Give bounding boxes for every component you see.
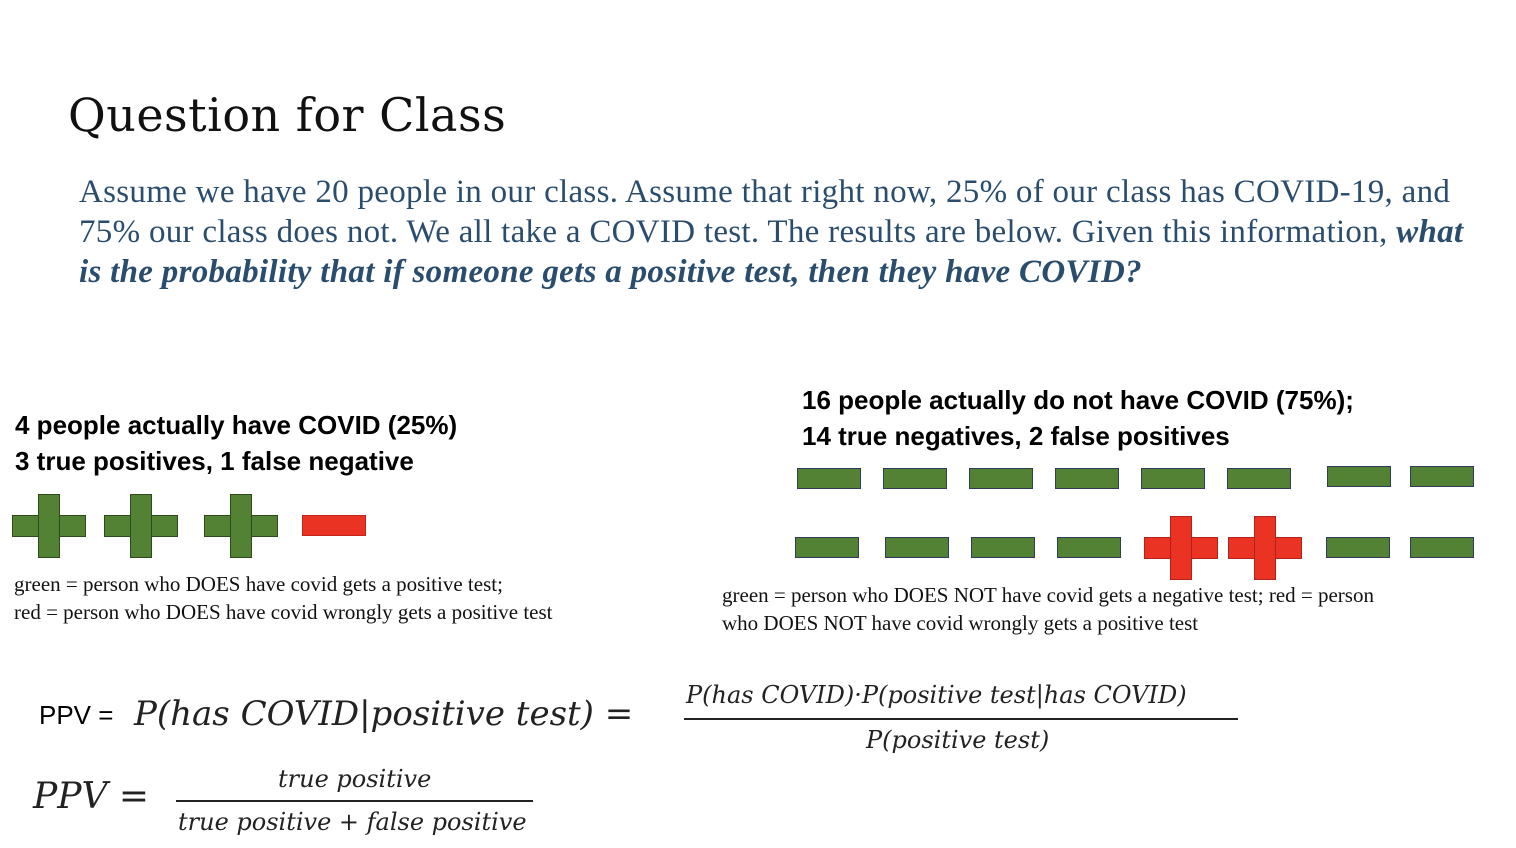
minus-green-icon xyxy=(969,468,1033,489)
minus-green-icon xyxy=(1326,537,1390,558)
minus-green-icon xyxy=(1227,468,1291,489)
ppv-label: PPV = xyxy=(39,700,114,730)
right-legend-note: green = person who DOES NOT have covid g… xyxy=(722,581,1374,637)
question-text-plain: Assume we have 20 people in our class. A… xyxy=(79,174,1451,250)
bayes-lhs: P(has COVID|positive test) = xyxy=(134,694,634,734)
minus-green-icon xyxy=(885,537,949,558)
plus-red-icon xyxy=(1144,516,1218,580)
right-heading-line1: 16 people actually do not have COVID (75… xyxy=(802,385,1354,415)
bayes-numerator: P(has COVID)·P(positive test|has COVID) xyxy=(686,681,1187,709)
left-legend-note: green = person who DOES have covid gets … xyxy=(14,570,553,626)
minus-green-icon xyxy=(1410,466,1474,487)
minus-red-icon xyxy=(302,515,366,536)
bayes-denominator: P(positive test) xyxy=(866,726,1050,754)
bayes-fraction-bar xyxy=(684,718,1238,720)
left-note-line1: green = person who DOES have covid gets … xyxy=(14,572,503,596)
ppv-fraction-bar xyxy=(176,800,533,802)
plus-green-icon xyxy=(204,494,278,558)
plus-green-icon xyxy=(12,494,86,558)
minus-green-icon xyxy=(797,468,861,489)
left-heading-line2: 3 true positives, 1 false negative xyxy=(15,446,414,476)
ppv-denominator: true positive + false positive xyxy=(178,808,527,836)
right-heading-line2: 14 true negatives, 2 false positives xyxy=(802,421,1230,451)
question-text: Assume we have 20 people in our class. A… xyxy=(79,172,1489,292)
right-note-line2: who DOES NOT have covid wrongly gets a p… xyxy=(722,611,1199,635)
minus-green-icon xyxy=(1141,468,1205,489)
question-text-emphasis: what is the probability that if someone … xyxy=(79,214,1464,290)
left-heading: 4 people actually have COVID (25%) 3 tru… xyxy=(15,407,457,479)
plus-red-icon xyxy=(1228,516,1302,580)
minus-green-icon xyxy=(1327,466,1391,487)
plus-green-icon xyxy=(104,494,178,558)
minus-green-icon xyxy=(1057,537,1121,558)
minus-green-icon xyxy=(883,468,947,489)
minus-green-icon xyxy=(1410,537,1474,558)
left-note-line2: red = person who DOES have covid wrongly… xyxy=(14,600,553,624)
right-heading: 16 people actually do not have COVID (75… xyxy=(802,382,1354,454)
minus-green-icon xyxy=(795,537,859,558)
left-heading-line1: 4 people actually have COVID (25%) xyxy=(15,410,458,440)
minus-green-icon xyxy=(971,537,1035,558)
ppv-numerator: true positive xyxy=(278,765,432,793)
right-note-line1: green = person who DOES NOT have covid g… xyxy=(722,583,1374,607)
slide-title: Question for Class xyxy=(68,88,507,142)
minus-green-icon xyxy=(1055,468,1119,489)
ppv-lhs: PPV = xyxy=(33,776,150,817)
